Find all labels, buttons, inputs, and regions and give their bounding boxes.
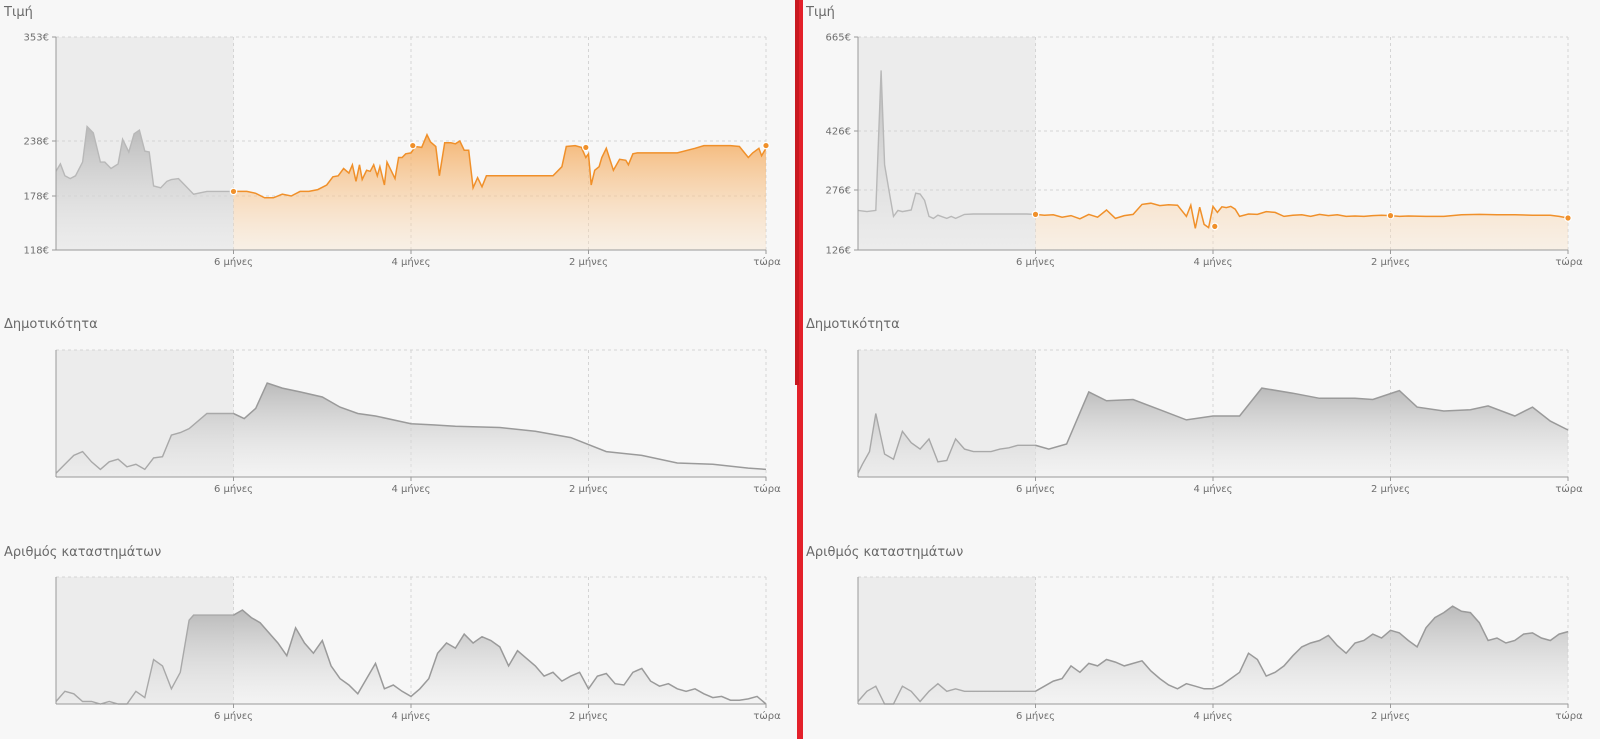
stores-chart: Αριθμός καταστημάτων 6 μήνες 4 μήνες 2 μήνε… (806, 545, 1583, 722)
history-shade (858, 577, 1036, 704)
x-tick-label: 2 μήνες (1371, 483, 1410, 495)
x-tick-label: 6 μήνες (1016, 710, 1055, 722)
series-area (233, 610, 766, 704)
y-tick-label: 665€ (826, 33, 851, 44)
popularity-chart: Δημοτικότητα 6 μήνες 4 μήνες 2 μήνες τώρα (4, 317, 781, 495)
series-line-history (56, 412, 234, 474)
series-area-history (56, 615, 234, 704)
popularity-chart: Δημοτικότητα 6 μήνες 4 μήνες 2 μήνες τώρα (806, 317, 1583, 495)
x-tick-label: 6 μήνες (1016, 256, 1055, 268)
series-line (233, 382, 767, 471)
x-tick-label: 4 μήνες (391, 710, 430, 722)
price-marker[interactable] (229, 187, 238, 196)
series-line (233, 609, 767, 705)
price-marker[interactable] (582, 143, 590, 152)
charts-svg-right: Τιμή 6 μήνες 4 μήνες 2 μήνες τώρα 665€ 426€ 276… (805, 5, 1583, 722)
series-line-history (858, 682, 1036, 705)
series-line (1035, 605, 1569, 693)
price-chart-title: Τιμή (3, 5, 33, 20)
x-tick-label: 2 μήνες (569, 710, 608, 722)
price-chart-title: Τιμή (805, 5, 835, 20)
x-tick-label: 4 μήνες (391, 256, 430, 268)
x-tick-label: τώρα (1555, 256, 1583, 268)
x-tick-label: τώρα (753, 710, 781, 722)
y-tick-label: 238€ (24, 137, 49, 148)
x-tick-label: 2 μήνες (1371, 710, 1410, 722)
charts-svg-left: Τιμή 6 μήνες 4 μήνες 2 μήνες τώρα 353€ 238€ 178… (3, 5, 781, 722)
stores-chart-title: Αριθμός καταστημάτων (4, 545, 161, 560)
y-tick-label: 126€ (826, 246, 851, 257)
price-chart: Τιμή 6 μήνες 4 μήνες 2 μήνες τώρα 353€ 238€ 178… (3, 5, 781, 268)
stores-chart: Αριθμός καταστημάτων 6 μήνες 4 μήνες 2 μήνε… (4, 545, 781, 722)
x-tick-label: τώρα (753, 256, 781, 268)
x-tick-label: τώρα (1555, 483, 1583, 495)
product-panel-left: Τιμή 6 μήνες 4 μήνες 2 μήνες τώρα 353€ 238€ 178… (0, 0, 798, 739)
series-line-history (56, 124, 234, 195)
series-line-history (56, 614, 234, 705)
y-tick-label: 276€ (826, 186, 851, 197)
x-tick-label: 6 μήνες (214, 256, 253, 268)
panel-divider-accent (795, 0, 799, 385)
series-area-history (858, 413, 1036, 477)
series-area (233, 383, 766, 477)
series-line (233, 132, 767, 199)
series-line (1035, 202, 1569, 229)
x-tick-label: 4 μήνες (391, 483, 430, 495)
x-tick-label: 4 μήνες (1193, 256, 1232, 268)
series-line-history (858, 70, 1036, 220)
x-tick-label: 6 μήνες (214, 483, 253, 495)
x-tick-label: 6 μήνες (1016, 483, 1055, 495)
popularity-chart-title: Δημοτικότητα (806, 317, 900, 332)
x-tick-label: τώρα (753, 483, 781, 495)
price-marker[interactable] (762, 141, 770, 150)
series-area (233, 134, 766, 250)
series-line (1035, 387, 1569, 450)
price-marker[interactable] (408, 141, 417, 150)
series-line-history (858, 413, 1036, 474)
series-area-history (858, 683, 1036, 704)
series-area-history (858, 70, 1036, 250)
x-tick-label: 6 μήνες (214, 710, 253, 722)
price-marker[interactable] (1031, 210, 1040, 219)
series-area (1035, 203, 1568, 250)
popularity-chart-title: Δημοτικότητα (4, 317, 98, 332)
product-panel-right: Τιμή 6 μήνες 4 μήνες 2 μήνες τώρα 665€ 426€ 276… (802, 0, 1600, 739)
price-marker[interactable] (1564, 214, 1572, 222)
x-tick-label: τώρα (1555, 710, 1583, 722)
stores-chart-title: Αριθμός καταστημάτων (806, 545, 963, 560)
y-tick-label: 426€ (826, 127, 851, 138)
price-chart: Τιμή 6 μήνες 4 μήνες 2 μήνες τώρα 665€ 426€ 276… (805, 5, 1583, 268)
series-area (1035, 606, 1568, 704)
series-area-history (56, 126, 234, 250)
x-tick-label: 4 μήνες (1193, 710, 1232, 722)
y-tick-label: 178€ (24, 192, 49, 203)
price-marker[interactable] (1386, 211, 1395, 220)
x-tick-label: 2 μήνες (569, 256, 608, 268)
y-tick-label: 353€ (24, 33, 49, 44)
x-tick-label: 4 μήνες (1193, 483, 1232, 495)
x-tick-label: 2 μήνες (569, 483, 608, 495)
price-marker[interactable] (1210, 222, 1219, 231)
y-tick-label: 118€ (24, 246, 49, 257)
x-tick-label: 2 μήνες (1371, 256, 1410, 268)
panel-divider (797, 0, 803, 739)
